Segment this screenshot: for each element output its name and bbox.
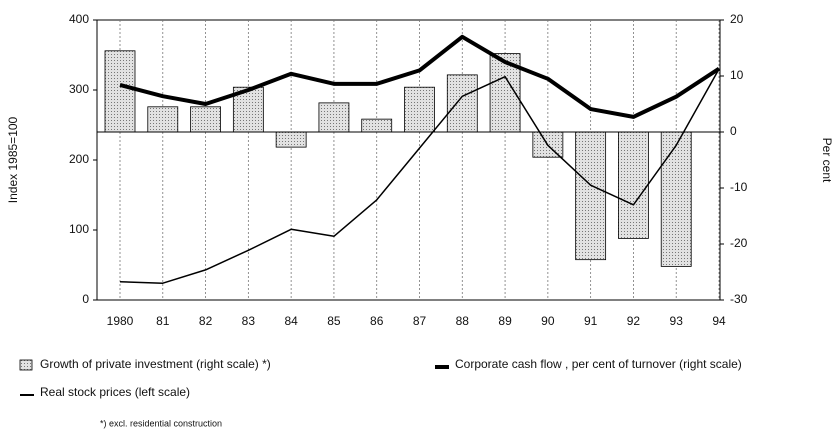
bar xyxy=(104,50,136,133)
y-axis-label: Index 1985=100 xyxy=(6,116,20,203)
bar xyxy=(660,131,692,267)
x-tick-label: 1980 xyxy=(107,314,134,328)
y2-axis-label: Per cent xyxy=(820,138,832,183)
y2-tick-label: -30 xyxy=(730,292,748,306)
x-tick-label: 93 xyxy=(670,314,684,328)
legend-label: Real stock prices (left scale) xyxy=(40,385,190,399)
bar xyxy=(232,86,264,133)
bar xyxy=(190,106,221,133)
y2-tick-label: 10 xyxy=(730,68,744,82)
line xyxy=(119,68,720,284)
bar xyxy=(618,131,649,239)
x-tick-label: 87 xyxy=(413,314,427,328)
bar xyxy=(361,118,393,133)
x-tick-label: 81 xyxy=(156,314,170,328)
legend-label: Corporate cash flow , per cent of turnov… xyxy=(455,357,742,371)
x-tick-label: 86 xyxy=(370,314,384,328)
bar xyxy=(575,131,607,261)
y-tick-label: 400 xyxy=(69,12,89,26)
bar xyxy=(147,106,179,133)
legend-label: Growth of private investment (right scal… xyxy=(40,357,271,371)
y-tick-label: 0 xyxy=(82,292,89,306)
y2-tick-label: -20 xyxy=(730,236,748,250)
x-tick-label: 90 xyxy=(541,314,555,328)
bar xyxy=(404,86,435,133)
line xyxy=(119,34,721,119)
y-tick-label: 200 xyxy=(69,152,89,166)
x-tick-label: 88 xyxy=(456,314,470,328)
x-tick-label: 84 xyxy=(284,314,298,328)
y2-tick-label: 20 xyxy=(730,12,744,26)
x-tick-label: 94 xyxy=(712,314,726,328)
bar xyxy=(275,131,307,148)
bar xyxy=(446,74,478,133)
bar xyxy=(318,102,350,133)
y-tick-label: 300 xyxy=(69,82,89,96)
x-tick-label: 92 xyxy=(627,314,641,328)
x-tick-label: 89 xyxy=(498,314,512,328)
x-tick-label: 85 xyxy=(327,314,341,328)
x-tick-label: 82 xyxy=(199,314,213,328)
y2-tick-label: 0 xyxy=(730,124,737,138)
y-tick-label: 100 xyxy=(69,222,89,236)
footnote: *) excl. residential construction xyxy=(100,418,222,428)
x-tick-label: 91 xyxy=(584,314,598,328)
y2-tick-label: -10 xyxy=(730,180,748,194)
legend-swatch xyxy=(19,359,33,371)
x-tick-label: 83 xyxy=(242,314,256,328)
